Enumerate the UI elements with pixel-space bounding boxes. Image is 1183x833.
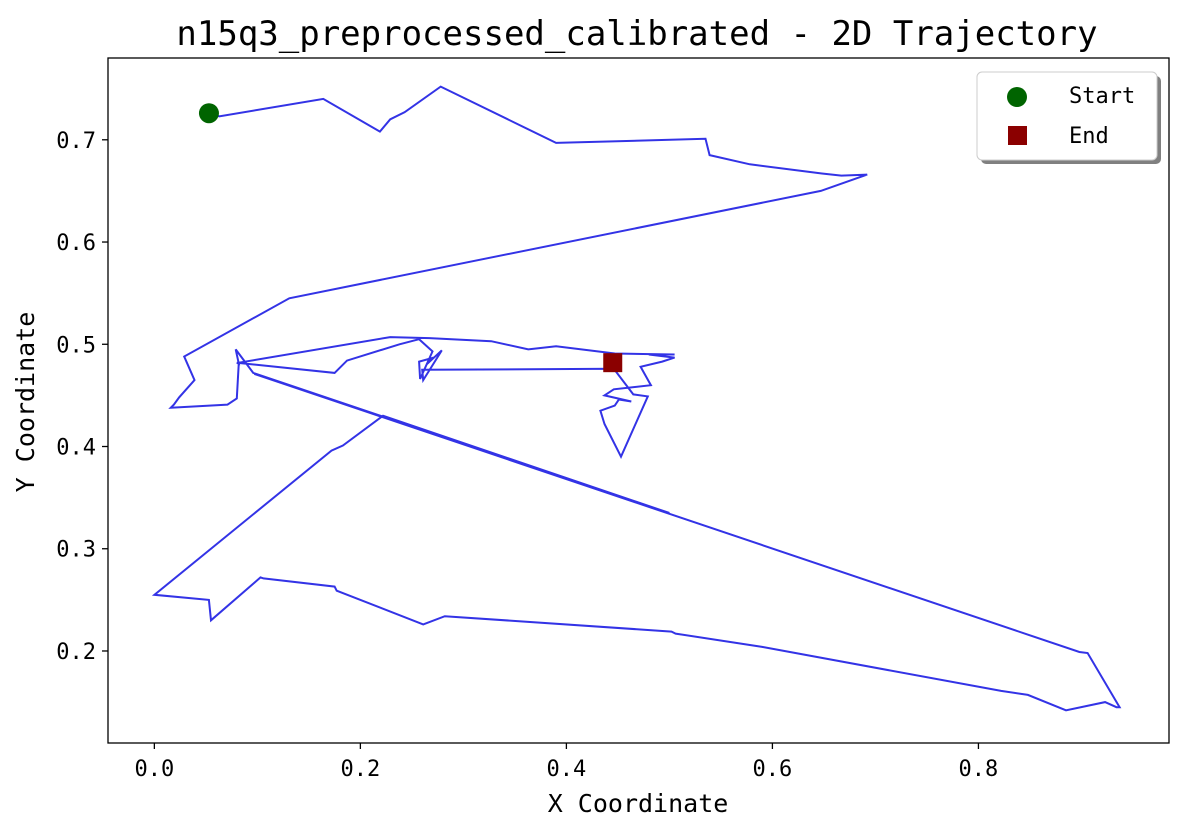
y-tick-label: 0.2	[56, 640, 96, 665]
chart-title: n15q3_preprocessed_calibrated - 2D Traje…	[176, 14, 1097, 54]
axes-frame	[107, 57, 1170, 744]
legend-start-label: Start	[1069, 84, 1135, 109]
y-tick-label: 0.6	[56, 231, 96, 256]
plot-area	[151, 85, 1122, 712]
x-tick-label: 0.2	[340, 757, 380, 782]
legend-end-label: End	[1069, 124, 1109, 149]
x-tick-label: 0.4	[547, 757, 587, 782]
start-marker	[198, 103, 219, 124]
legend: Start End	[976, 71, 1161, 164]
y-tick-label: 0.4	[56, 436, 96, 461]
y-tick-label: 0.3	[56, 538, 96, 563]
x-tick-label: 0.0	[134, 757, 174, 782]
y-axis-label: Y Coordinate	[11, 312, 40, 493]
x-tick-label: 0.6	[753, 757, 793, 782]
y-tick-label: 0.5	[56, 333, 96, 358]
legend-start-swatch	[1007, 87, 1027, 107]
y-axis-ticks: 0.2 0.3 0.4 0.5 0.6 0.7	[56, 129, 108, 665]
legend-end-swatch	[1008, 126, 1027, 145]
end-marker	[603, 353, 623, 373]
x-tick-label: 0.8	[959, 757, 999, 782]
x-axis-ticks: 0.0 0.2 0.4 0.6 0.8	[134, 743, 998, 782]
trajectory-line	[151, 85, 1122, 712]
x-axis-label: X Coordinate	[548, 789, 729, 818]
y-tick-label: 0.7	[56, 129, 96, 154]
